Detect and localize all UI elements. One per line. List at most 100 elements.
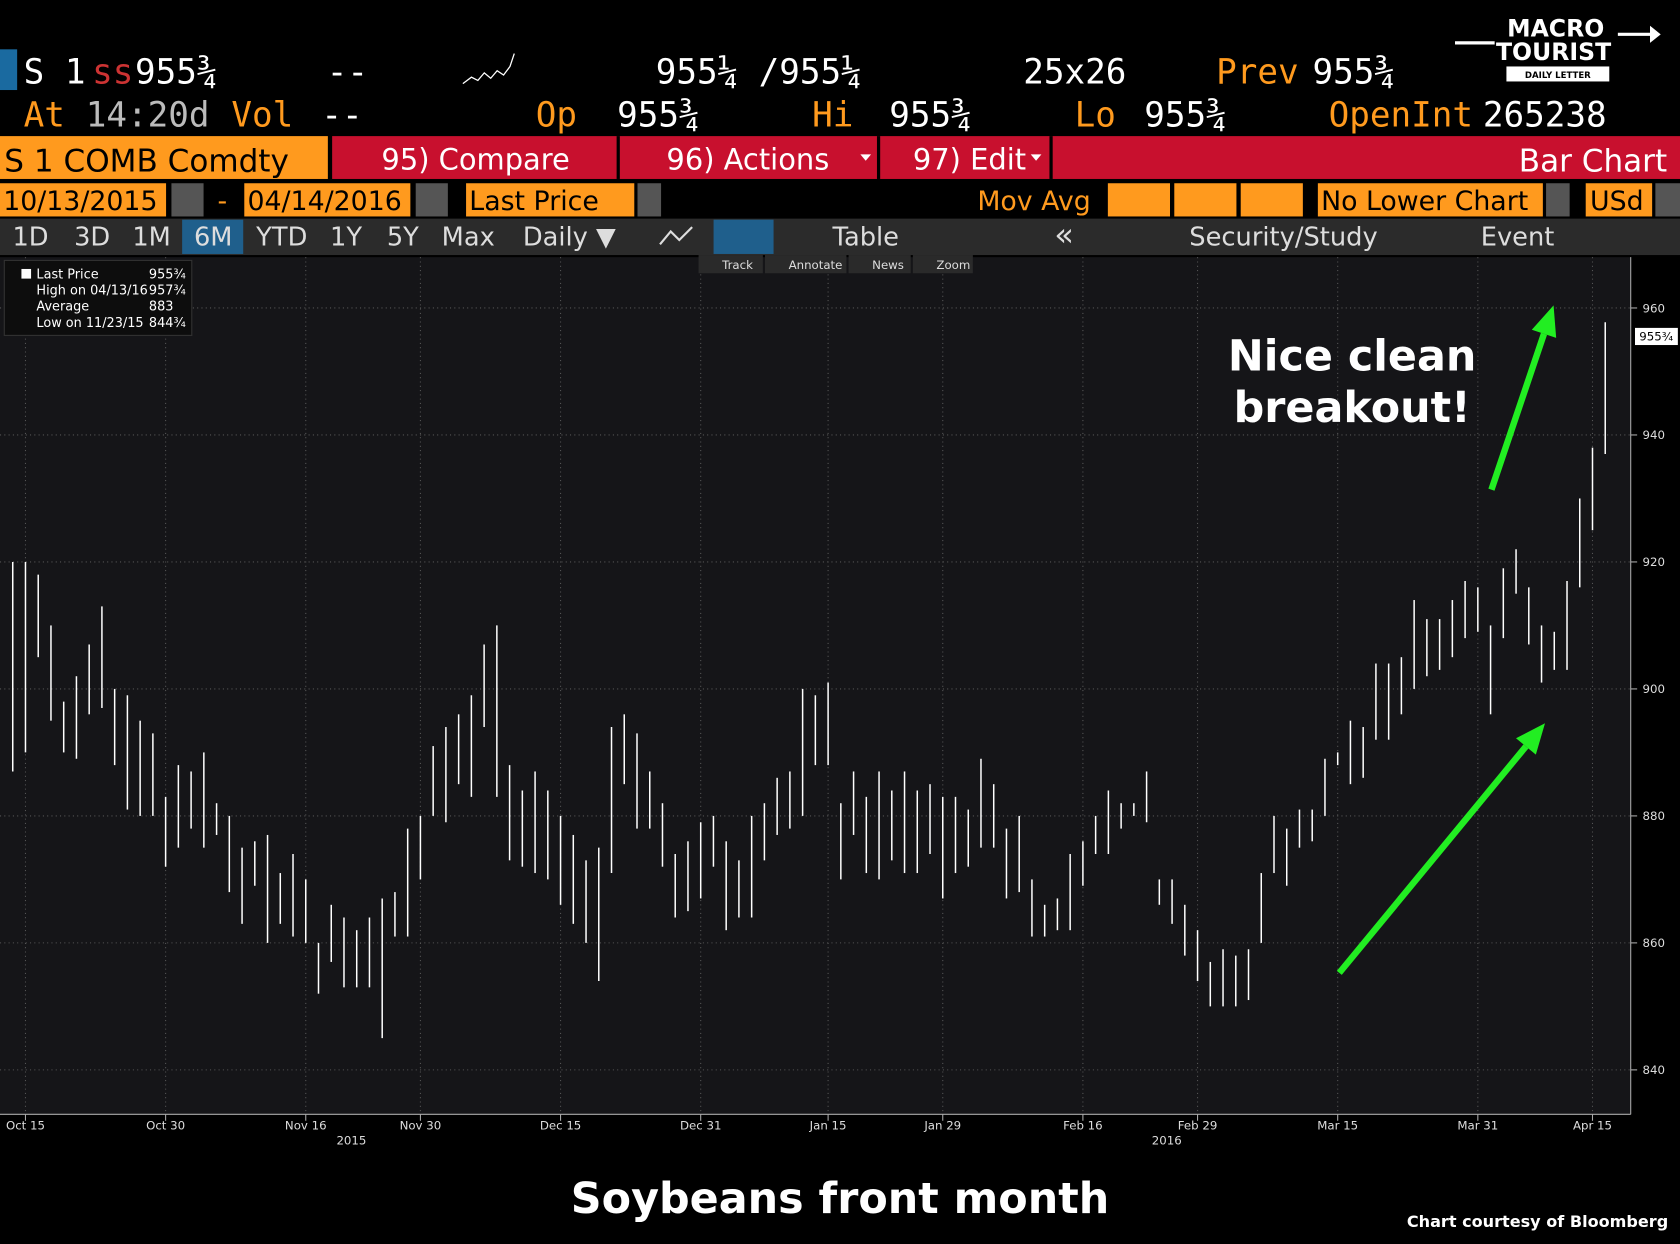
plot-area — [0, 257, 1631, 1115]
tool-label[interactable]: Zoom — [936, 258, 970, 272]
ask: /955¼ — [759, 53, 862, 93]
y-tick-label: 920 — [1643, 555, 1665, 569]
x-tick-label: Mar 15 — [1317, 1118, 1358, 1132]
legend-value: 957¾ — [149, 284, 187, 299]
last-price-box — [1635, 327, 1678, 346]
range-button[interactable]: 6M — [194, 222, 233, 252]
currency[interactable]: USd — [1590, 186, 1644, 217]
compare-button[interactable]: 95) Compare — [381, 142, 569, 176]
x-tick-label: Feb 29 — [1178, 1118, 1218, 1132]
edit-button[interactable]: 97) Edit — [913, 142, 1026, 176]
legend-value: 955¾ — [149, 268, 187, 283]
oi: 265238 — [1483, 95, 1607, 135]
event-button[interactable]: Event — [1481, 222, 1555, 252]
logo: MACRO TOURIST DAILY LETTER — [1455, 14, 1661, 82]
legend-swatch — [21, 268, 32, 279]
x-tick-label: Jan 29 — [923, 1118, 961, 1132]
hi-label: Hi — [812, 95, 853, 135]
op-label: Op — [536, 95, 577, 135]
annotation: Nice clean — [1228, 332, 1476, 382]
range-selected — [182, 219, 244, 254]
dropdown[interactable] — [637, 183, 662, 217]
date-box[interactable] — [0, 183, 167, 217]
logo-text: MACRO — [1507, 14, 1604, 42]
oi-label: OpenInt — [1329, 95, 1473, 135]
lower-chart[interactable]: No Lower Chart — [1321, 186, 1528, 217]
tool-label[interactable]: Annotate — [789, 258, 843, 272]
tool-button[interactable] — [698, 255, 763, 274]
x-tick-label: Apr 15 — [1573, 1118, 1612, 1132]
bid: 955¼ — [656, 53, 739, 93]
year-label: 2016 — [1152, 1133, 1182, 1147]
plot: 840 860 880 900 920 940 960 Oct 15 Oct 30 Nov 16 N… — [0, 257, 1678, 1147]
security-box[interactable] — [0, 136, 328, 179]
calendar-button[interactable] — [171, 183, 204, 217]
time: 14:20d — [86, 95, 210, 135]
ticker: S 1 — [24, 53, 86, 93]
change: -- — [327, 53, 368, 93]
actions-button[interactable]: 96) Actions — [666, 142, 829, 176]
focus-marker — [0, 49, 18, 91]
legend-value: 844¾ — [149, 316, 187, 331]
mov-avg: Mov Avg — [977, 186, 1090, 217]
mavg-box[interactable] — [1240, 183, 1303, 217]
arrow-head — [1531, 305, 1557, 338]
tool-button[interactable] — [765, 255, 847, 274]
x-tick-label: Nov 30 — [400, 1118, 442, 1132]
last-price-label: 955¾ — [1639, 330, 1673, 344]
y-tick-label: 880 — [1643, 809, 1665, 823]
menu-bar — [332, 136, 1680, 179]
tool-label[interactable]: News — [872, 258, 904, 272]
date-to[interactable]: 04/14/2016 — [247, 186, 401, 217]
date-box[interactable] — [244, 183, 411, 217]
x-tick-label: Dec 31 — [680, 1118, 721, 1132]
bar-tool[interactable] — [713, 219, 774, 254]
lower-box[interactable] — [1317, 183, 1543, 217]
range-button[interactable]: 3D — [74, 222, 110, 252]
prev-label: Prev — [1216, 53, 1299, 93]
date-from[interactable]: 10/13/2015 — [3, 186, 157, 217]
logo-band — [1506, 66, 1610, 82]
y-tick-label: 840 — [1643, 1063, 1665, 1077]
field-box[interactable] — [466, 183, 635, 217]
y-tick-label: 900 — [1643, 682, 1665, 696]
currency-box[interactable] — [1585, 183, 1653, 217]
range-button[interactable]: 1D — [12, 222, 48, 252]
mavg-box[interactable] — [1174, 183, 1237, 217]
line-tool[interactable] — [659, 226, 693, 246]
range-button[interactable]: 1M — [132, 222, 171, 252]
tool-button[interactable] — [912, 255, 973, 274]
study-button[interactable]: Security/Study — [1189, 222, 1377, 252]
security[interactable]: S 1 COMB Comdty — [4, 143, 289, 179]
hi: 955¾ — [889, 95, 972, 135]
period[interactable]: Daily ▼ — [523, 222, 616, 252]
range-bar — [0, 218, 1680, 256]
x-tick-label: Dec 15 — [540, 1118, 581, 1132]
op: 955¾ — [617, 95, 700, 135]
ranges: 1D 3D 1M 6M YTD 1Y 5Y Max — [12, 219, 495, 254]
y-tick-label: 940 — [1643, 428, 1665, 442]
x-tick-label: Jan 15 — [809, 1118, 847, 1132]
sparkline — [462, 53, 515, 85]
tool-button[interactable] — [848, 255, 911, 274]
x-tick-label: Oct 15 — [6, 1118, 45, 1132]
lo: 955¾ — [1144, 95, 1227, 135]
range-button[interactable]: Max — [442, 222, 495, 252]
mavg-box[interactable] — [1107, 183, 1170, 217]
field[interactable]: Last Price — [469, 186, 599, 217]
dropdown[interactable] — [1655, 183, 1680, 217]
table-button[interactable]: Table — [832, 222, 899, 252]
dropdown[interactable] — [1546, 183, 1570, 217]
range-button[interactable]: 1Y — [330, 222, 362, 252]
arrow-shaft — [1488, 332, 1548, 491]
calendar-button[interactable] — [415, 183, 448, 217]
range-button[interactable]: YTD — [255, 222, 307, 252]
x-tick-label: Nov 16 — [285, 1118, 327, 1132]
back-button[interactable]: « — [1054, 215, 1074, 253]
time-label: At — [24, 95, 65, 135]
arrow-head — [1515, 723, 1545, 755]
range-button[interactable]: 5Y — [387, 222, 419, 252]
tool-label[interactable]: Track — [721, 258, 753, 272]
dash: - — [218, 186, 228, 217]
